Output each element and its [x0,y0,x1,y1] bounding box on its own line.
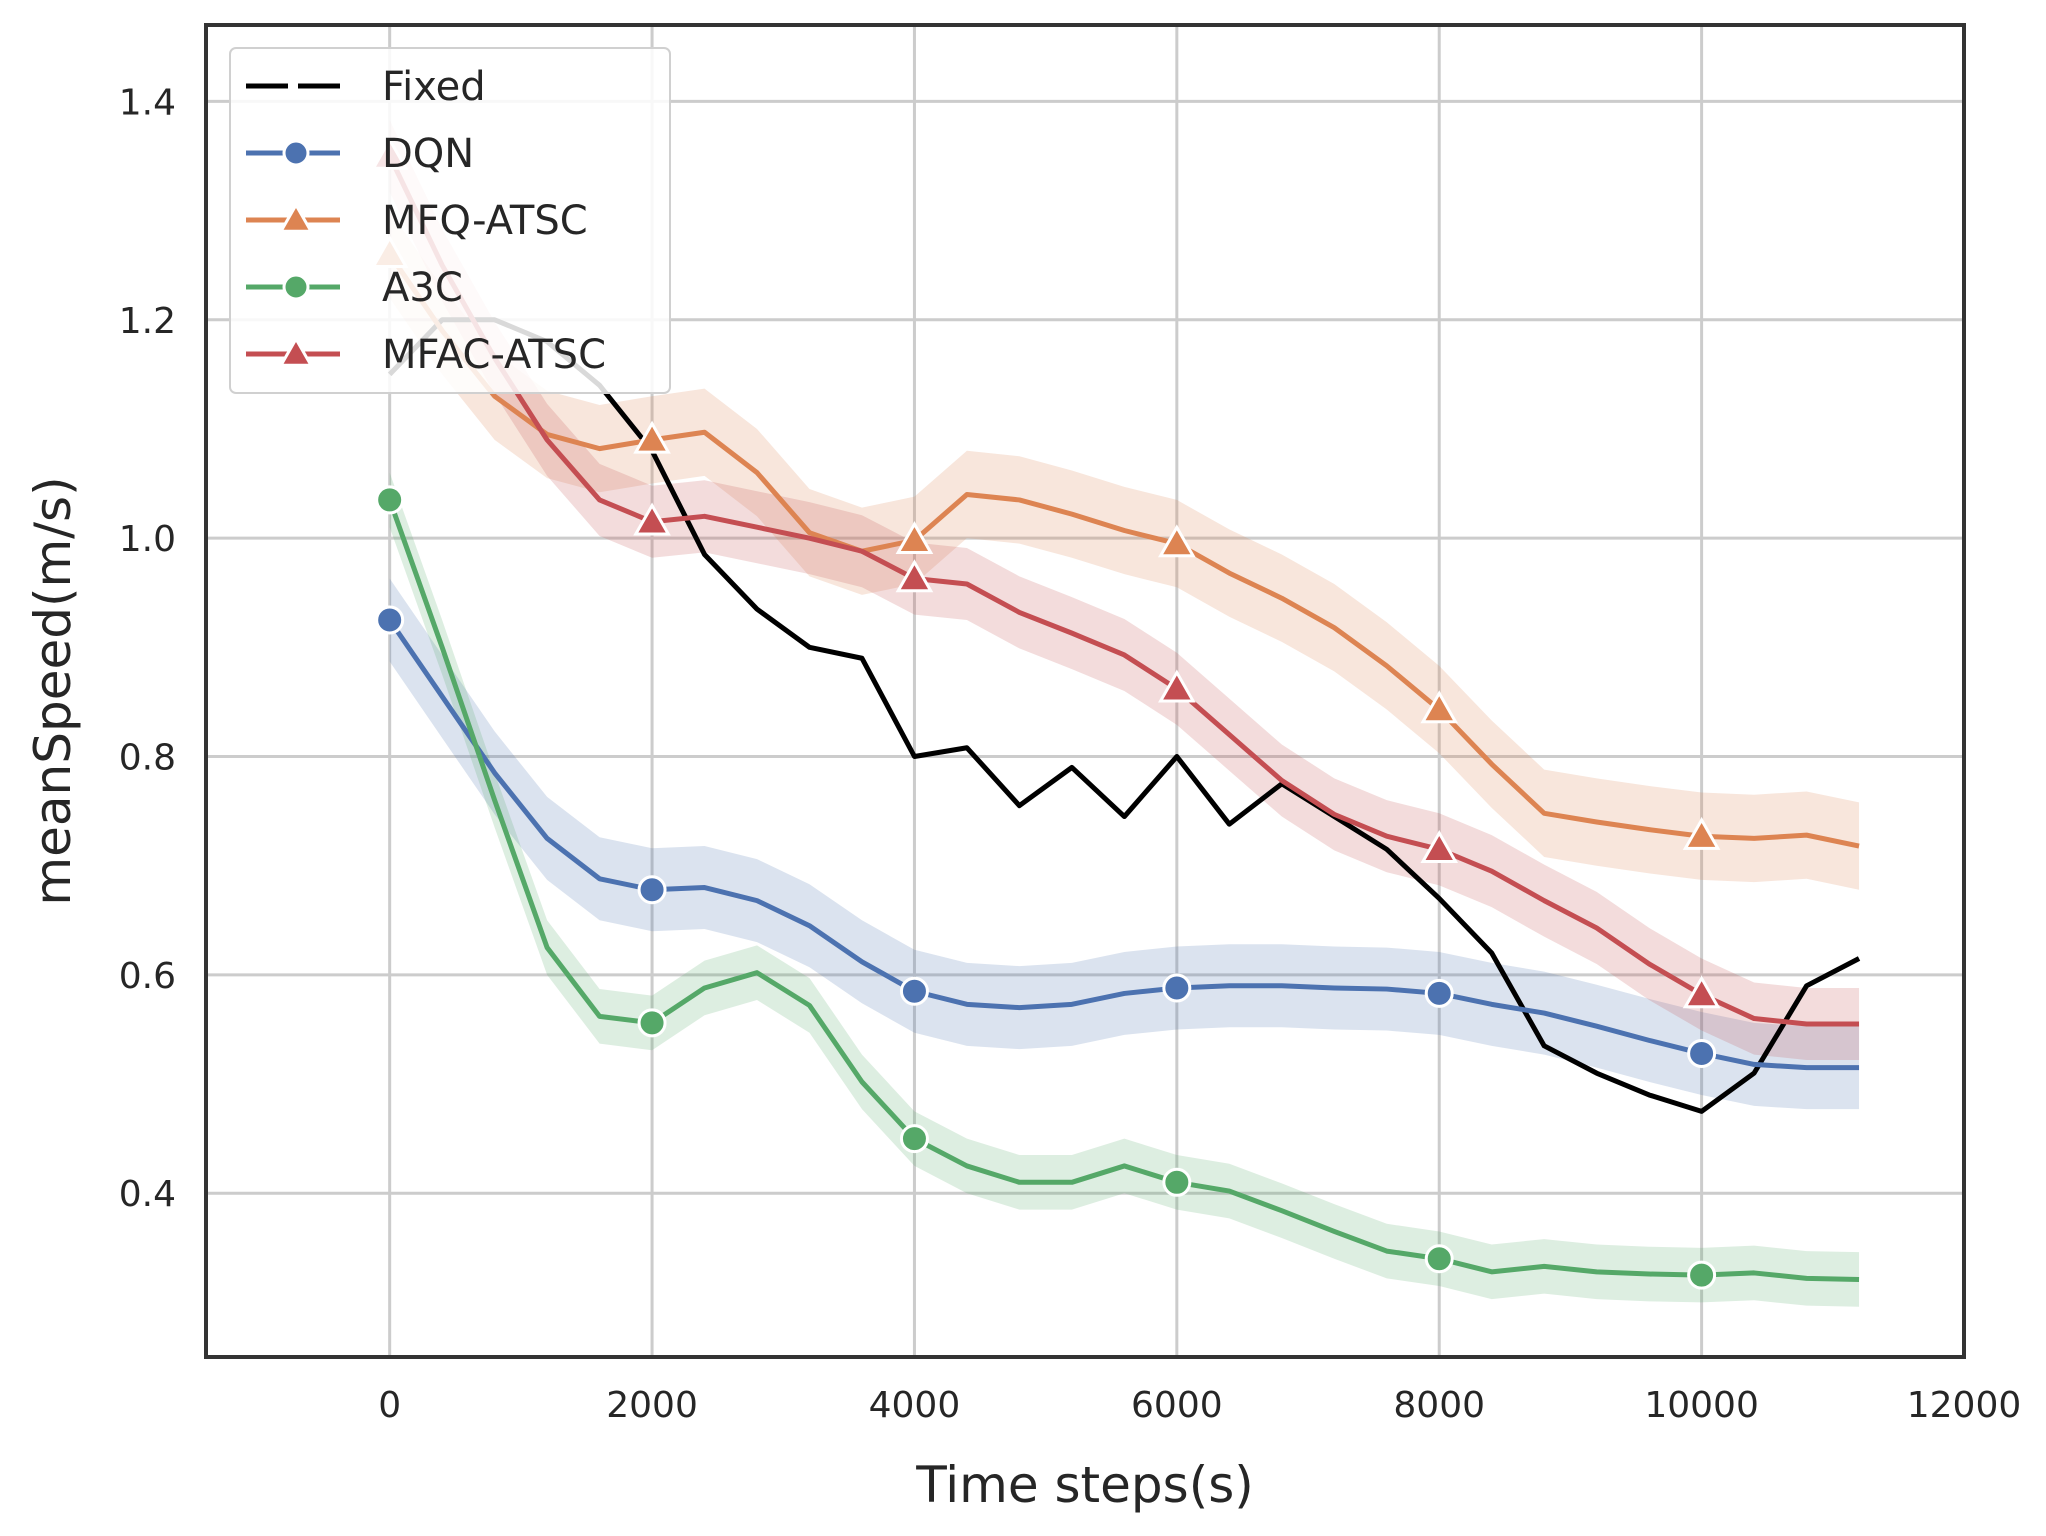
legend-label-dqn: DQN [382,131,474,177]
mfac-atsc-band [389,119,1860,1061]
legend-entry-mfac-atsc: MFAC-ATSC [246,332,606,378]
dqn-band [389,578,1860,1110]
mfq-atsc-marker [1682,816,1721,850]
legend-marker-a3c [282,273,310,301]
y-tick-label: 0.4 [119,1174,176,1215]
y-tick-label: 0.8 [119,738,176,779]
y-tick-label: 1.0 [119,519,176,560]
x-tick-label: 4000 [869,1385,961,1426]
a3c-marker [1162,1167,1192,1197]
confidence-bands [389,119,1860,1307]
x-tick-labels: 0 2000 4000 6000 8000 10000 12000 [378,1385,2021,1426]
fixed-line [387,317,1861,1114]
dqn-marker [1687,1038,1717,1068]
legend-entry-a3c: A3C [246,265,463,311]
mfq-atsc-marker [633,420,671,454]
dqn-marker [899,976,929,1006]
mfac-atsc-marker [633,502,671,536]
x-tick-label: 6000 [1131,1385,1223,1426]
x-tick-label: 12000 [1907,1385,2022,1426]
legend-marker-mfq-atsc [278,201,314,233]
mfac-atsc-marker [1682,975,1721,1009]
a3c-marker [1424,1244,1454,1274]
y-axis-label: meanSpeed(m/s) [24,476,82,905]
dqn-marker [375,605,405,635]
a3c-band [389,472,1860,1307]
a3c-marker [899,1124,929,1154]
y-tick-label: 0.6 [119,956,176,997]
legend-marker-mfac-atsc [278,335,314,367]
y-tick-labels: 0.4 0.6 0.8 1.0 1.2 1.4 [119,82,176,1215]
mfq-atsc-marker [895,521,934,555]
mfac-atsc-marker [1158,669,1196,703]
dqn-marker [1424,978,1454,1008]
series-lines [387,154,1861,1282]
a3c-marker [1687,1260,1717,1290]
y-tick-label: 1.2 [119,301,176,342]
x-tick-label: 0 [378,1385,401,1426]
dqn-marker [1162,973,1192,1003]
mfq-atsc-band [389,210,1860,890]
a3c-marker [637,1008,667,1038]
legend-label-mfac-atsc: MFAC-ATSC [382,332,606,378]
x-tick-label: 2000 [606,1385,698,1426]
plot-frame [204,23,1966,1359]
a3c-marker [375,485,405,515]
legend-marker-dqn [282,139,310,167]
dqn-marker [637,875,667,905]
legend-label-fixed: Fixed [382,64,486,110]
mfq-atsc-marker [1420,690,1459,724]
legend-entry-dqn: DQN [246,131,474,177]
legend-label-mfq-atsc: MFQ-ATSC [382,198,588,244]
legend-box [229,47,671,394]
legend-entry-fixed: Fixed [246,64,486,110]
mfq-atsc-marker [1158,524,1196,558]
mfac-atsc-marker [1420,830,1459,863]
mfac-atsc-line [387,154,1860,1027]
a3c-line [387,499,1860,1282]
y-tick-label: 1.4 [119,82,176,123]
dqn-line [387,618,1860,1071]
x-axis-label: Time steps(s) [915,1456,1254,1514]
legend-label-a3c: A3C [382,265,463,311]
mfq-atsc-line [387,252,1860,849]
mfac-atsc-marker [895,559,934,593]
x-tick-label: 10000 [1644,1385,1759,1426]
x-tick-label: 8000 [1393,1385,1485,1426]
legend: Fixed DQN MFQ-ATSC A3C MFAC-ATSC [229,47,671,394]
legend-entry-mfq-atsc: MFQ-ATSC [246,198,588,244]
